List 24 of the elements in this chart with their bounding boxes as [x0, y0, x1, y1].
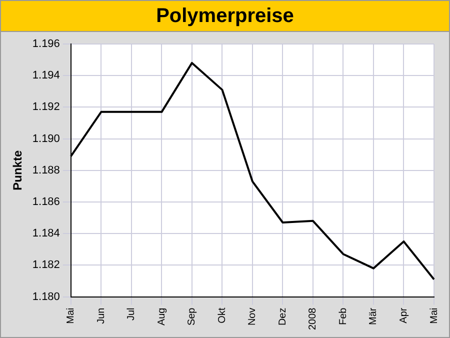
- x-tick-label: Nov: [247, 308, 258, 326]
- y-tick-label: 1.180: [32, 290, 60, 303]
- x-tick-label: Mär: [368, 307, 380, 325]
- x-tick-label: Apr: [398, 307, 410, 324]
- x-tick-label: Mai: [66, 308, 77, 324]
- x-tick-label: Aug: [156, 308, 168, 326]
- y-tick-label: 1.190: [32, 132, 60, 145]
- y-axis-title: Punkte: [10, 150, 25, 190]
- x-tick-label: Mai: [428, 308, 440, 324]
- x-tick-label: Jun: [96, 308, 107, 324]
- x-tick-label: Dez: [277, 308, 288, 326]
- y-tick-label: 1.192: [32, 101, 60, 114]
- y-tick-label: 1.184: [32, 228, 60, 240]
- y-tick-label: 1.186: [32, 196, 60, 208]
- chart-title: Polymerpreise: [1, 1, 449, 32]
- y-tick-label: 1.188: [32, 164, 60, 176]
- y-tick-label: 1.194: [32, 70, 60, 82]
- y-tick-label: 1.196: [32, 38, 60, 50]
- x-tick-label: Okt: [216, 308, 228, 324]
- y-tick-label: 1.182: [32, 259, 60, 272]
- x-tick-label: Feb: [338, 307, 349, 325]
- x-tick-label: 2008: [308, 307, 319, 330]
- x-tick-label: Jul: [126, 308, 138, 321]
- x-tick-label: Sep: [186, 307, 198, 326]
